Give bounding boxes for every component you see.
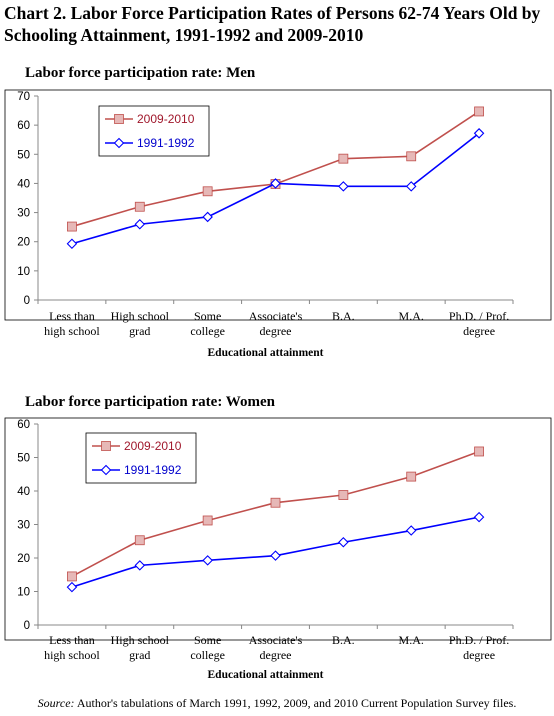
men-series-1991-1992-point [270,178,281,189]
women-legend-swatch-marker [101,441,111,451]
men-y-tick-label: 20 [17,237,30,249]
women-y-tick-label: 60 [17,419,30,431]
men-category-label: Less than high school [44,309,100,338]
women-category-label: B.A. [332,633,355,647]
women-series-2009-2010-point [406,471,417,482]
source-text: Author's tabulations of March 1991, 1992… [74,696,517,710]
women-line-chart: 0 10 20 30 40 50 60 Less than high school High sc… [4,417,552,681]
women-y-tick-label: 40 [17,486,30,498]
women-category-label: Some college [190,633,225,662]
women-y-tick-label: 30 [17,520,30,532]
women-x-axis-label: Educational attainment [208,669,324,681]
men-series-2009-2010-point [338,153,349,164]
women-series-1991-1992-point [405,525,417,536]
women-series-2009-2010-point [202,515,213,526]
source-label: Source: [37,696,75,710]
women-series-1991-1992-point [66,581,78,593]
men-series-2009-2010-point [67,221,77,232]
women-series-2009-2010-point [270,497,281,508]
men-chart-frame [4,89,552,321]
men-series-1991-1992-point [202,211,213,223]
women-y-tick-label: 50 [17,453,30,465]
men-line-chart: 0 10 20 30 40 50 60 70 Less than high school High … [4,89,552,359]
page-title: Chart 2. Labor Force Participation Rates… [4,3,541,45]
women-category-label: M.A. [399,633,424,647]
women-series-1991-1992-point [338,536,349,548]
men-category-label: Associate's degree [249,309,303,338]
women-y-tick-label: 0 [24,620,30,632]
women-y-tick-label: 20 [17,553,30,565]
women-series-1991-1992-point [270,550,281,561]
women-category-label: Less than high school [44,633,100,662]
men-legend: 2009-2010 1991-1992 [98,105,210,157]
men-category-label: Ph.D. / Prof. degree [449,309,509,338]
men-legend-swatch-marker [114,114,124,124]
men-category-label: M.A. [399,309,424,323]
men-chart-title: Labor force participation rate: Men [25,65,256,81]
men-y-tick-label: 70 [17,91,30,103]
women-series-1991-1992-point [202,555,213,566]
men-y-tick-label: 40 [17,178,30,190]
women-legend-label: 1991-1992 [124,463,182,477]
men-series-2009-2010-point [134,201,145,212]
men-category-label: High school grad [111,309,170,338]
men-series-1991-1992-point [66,238,78,250]
men-series-2009-2010-point [406,151,417,162]
women-legend-swatch-marker [100,464,112,476]
men-y-tick-label: 0 [24,295,30,307]
women-legend: 2009-2010 1991-1992 [85,432,197,484]
men-legend-label: 2009-2010 [137,112,195,126]
source-note: Source: Author's tabulations of March 19… [0,696,554,711]
men-series-2009-2010-point [202,186,213,197]
women-series-1991-1992-point [134,560,146,571]
women-series-2009-2010-point [338,490,349,500]
men-series-1991-1992-point [473,128,485,139]
men-series-2009-2010-point [474,106,484,117]
women-category-label: Ph.D. / Prof. degree [449,633,509,662]
men-y-tick-label: 30 [17,208,30,220]
women-series-2009-2010-point [474,446,484,457]
men-y-tick-label: 50 [17,149,30,161]
women-category-label: High school grad [111,633,170,662]
women-y-tick-label: 10 [17,587,30,599]
men-legend-swatch-marker [113,137,125,149]
women-series-2009-2010-point [67,571,77,582]
men-x-axis-label: Educational attainment [208,347,324,359]
men-category-label: B.A. [332,309,355,323]
women-series-2009-2010-point [134,535,145,546]
men-series-1991-1992-point [405,181,417,192]
women-chart-title: Labor force participation rate: Women [25,394,275,410]
women-series-1991-1992-point [473,511,485,523]
women-category-label: Associate's degree [249,633,303,662]
men-y-tick-label: 60 [17,120,30,132]
men-legend-label: 1991-1992 [137,136,195,150]
women-legend-label: 2009-2010 [124,439,182,453]
men-series-1991-1992-point [134,218,146,230]
men-y-tick-label: 10 [17,266,30,278]
men-category-label: Some college [190,309,225,338]
men-series-1991-1992-point [338,181,349,192]
